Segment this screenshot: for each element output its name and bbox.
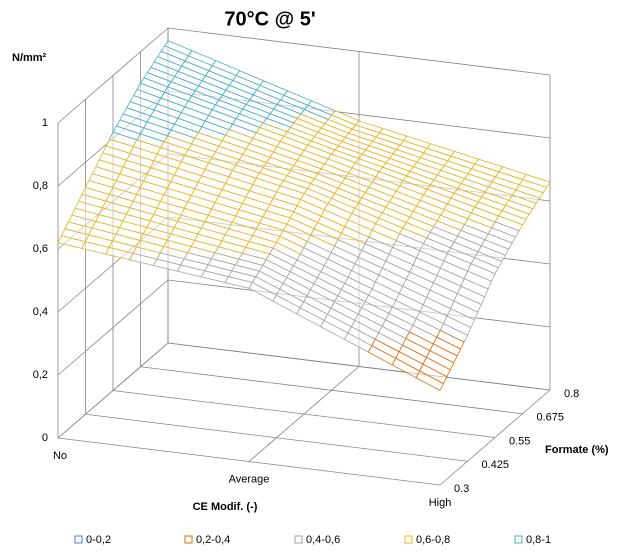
tick-labels: 0 0,2 0,4 0,6 0,8 1 0.3 0.425 0.55 0.675 0.8 No Aver… [33, 117, 580, 509]
z-tick-label: 0,8 [33, 180, 48, 192]
z-axis-label: N/mm² [12, 52, 47, 64]
legend-label: 0,8-1 [526, 534, 551, 546]
z-tick-label: 1 [42, 117, 48, 129]
y-tick-label: 0.55 [509, 435, 530, 447]
y-tick-label: 0.3 [454, 483, 469, 495]
legend-swatch [294, 535, 303, 544]
legend-label: 0,2-0,4 [196, 534, 230, 546]
grid-line [248, 366, 360, 462]
z-tick-label: 0,2 [33, 369, 48, 381]
y-tick-label: 0.675 [537, 412, 565, 424]
chart-title: 70°C @ 5' [224, 8, 315, 30]
grid-line [57, 342, 169, 439]
legend-swatch [74, 535, 83, 544]
legend: 0-0,2 0,2-0,4 0,4-0,6 0,6-0,8 0,8-1 [74, 534, 551, 546]
legend-swatch [514, 535, 523, 544]
y-tick-label: 0.8 [564, 388, 579, 400]
x-tick-label: No [53, 450, 67, 462]
z-tick-label: 0 [42, 432, 48, 444]
x-tick-label: Average [229, 473, 270, 485]
legend-label: 0,4-0,6 [306, 534, 340, 546]
y-tick-label: 0.425 [482, 459, 510, 471]
grid-line [439, 389, 551, 486]
x-tick-label: High [429, 497, 452, 509]
legend-label: 0,6-0,8 [416, 534, 450, 546]
legend-label: 0-0,2 [86, 534, 111, 546]
z-tick-label: 0,4 [33, 306, 48, 318]
x-axis-label: CE Modif. (-) [193, 501, 258, 513]
z-tick-label: 0,6 [33, 243, 48, 255]
surface [57, 40, 551, 392]
y-axis-label: Formate (%) [545, 444, 609, 456]
surface-cell [415, 370, 444, 392]
legend-swatch [404, 535, 413, 544]
legend-swatch [184, 535, 193, 544]
